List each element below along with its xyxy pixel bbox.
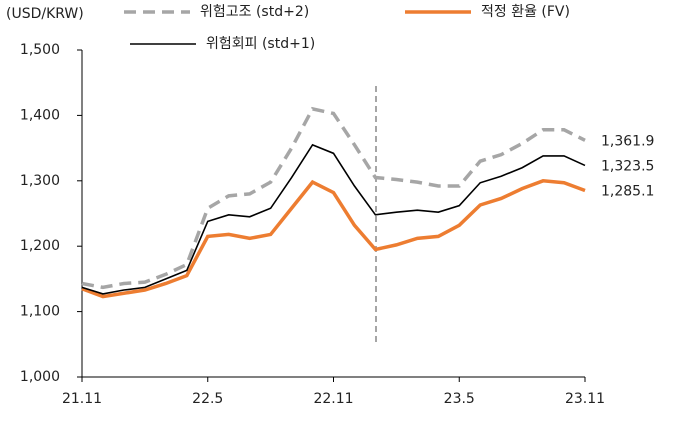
y-axis-label: (USD/KRW)	[6, 6, 84, 22]
data-label: 1,323.5	[601, 158, 654, 174]
y-tick-label: 1,400	[20, 107, 60, 123]
legend-label: 적정 환율 (FV)	[481, 4, 570, 20]
data-label: 1,361.9	[601, 133, 654, 149]
x-tick-label: 23.11	[565, 391, 605, 407]
y-tick-label: 1,100	[20, 304, 60, 320]
data-label: 1,285.1	[601, 184, 654, 200]
y-tick-label: 1,500	[20, 42, 60, 58]
x-tick-label: 21.11	[62, 391, 102, 407]
series-line	[81, 143, 586, 295]
legend-label: 위험고조 (std+2)	[200, 4, 309, 20]
legend-label: 위험회피 (std+1)	[206, 36, 315, 52]
y-tick-label: 1,200	[20, 238, 60, 254]
series-line	[81, 179, 586, 299]
y-tick-label: 1,300	[20, 173, 60, 189]
x-tick-label: 22.11	[313, 391, 353, 407]
x-tick-label: 23.5	[444, 391, 475, 407]
y-tick-label: 1,000	[20, 369, 60, 385]
x-tick-label: 22.5	[192, 391, 223, 407]
series-line	[81, 106, 586, 290]
